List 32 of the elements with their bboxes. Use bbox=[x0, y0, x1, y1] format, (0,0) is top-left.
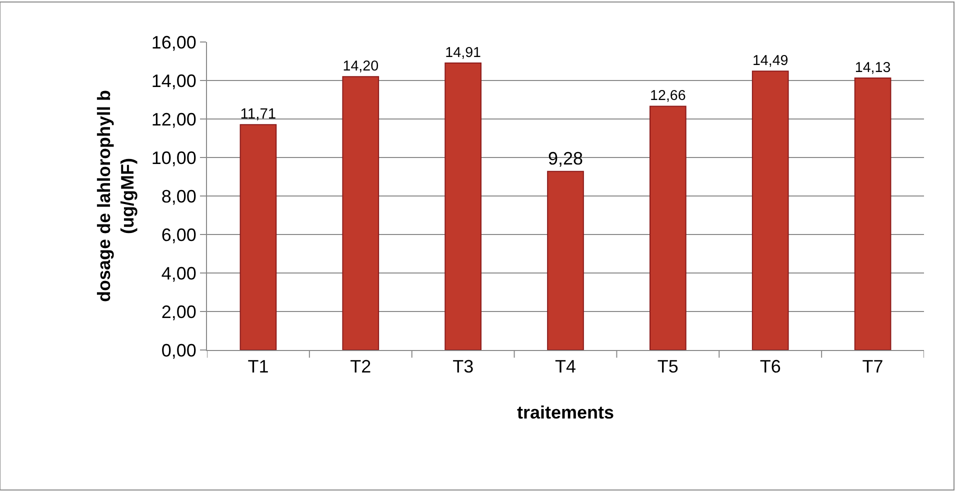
x-axis-title: traitements bbox=[516, 402, 614, 423]
y-tick-label: 0,00 bbox=[161, 340, 196, 360]
bar bbox=[444, 62, 482, 350]
bar bbox=[342, 76, 380, 350]
data-label: 14,13 bbox=[854, 60, 891, 76]
x-tick-label: T4 bbox=[554, 356, 576, 377]
data-label: 11,71 bbox=[240, 106, 276, 122]
y-tick-label: 10,00 bbox=[151, 148, 196, 168]
x-tick-label: T7 bbox=[862, 356, 884, 377]
bar bbox=[650, 106, 686, 350]
data-label: 14,91 bbox=[445, 44, 482, 61]
x-tick-label: T6 bbox=[760, 356, 781, 377]
y-tick-label: 16,00 bbox=[151, 32, 196, 52]
y-tick-label: 6,00 bbox=[161, 224, 196, 245]
data-label: 9,28 bbox=[548, 148, 584, 168]
bar bbox=[547, 170, 584, 350]
y-tick-label: 8,00 bbox=[161, 186, 196, 206]
bar bbox=[854, 78, 892, 350]
x-tick-label: T2 bbox=[350, 356, 372, 377]
y-axis-title: dosage de lahlorophyll b (ug/gMF) bbox=[94, 90, 138, 302]
bar bbox=[240, 124, 277, 350]
data-label: 12,66 bbox=[650, 88, 686, 104]
x-tick-label: T5 bbox=[657, 356, 678, 377]
y-tick-label: 2,00 bbox=[161, 302, 196, 322]
x-tick-label: T3 bbox=[452, 356, 474, 377]
data-label: 14,49 bbox=[752, 52, 788, 69]
x-tick-label: T1 bbox=[248, 356, 269, 377]
bar bbox=[752, 70, 789, 350]
data-label: 14,20 bbox=[342, 58, 379, 74]
y-tick-label: 12,00 bbox=[151, 109, 196, 130]
y-tick-label: 14,00 bbox=[151, 70, 196, 91]
y-tick-label: 4,00 bbox=[161, 263, 196, 284]
